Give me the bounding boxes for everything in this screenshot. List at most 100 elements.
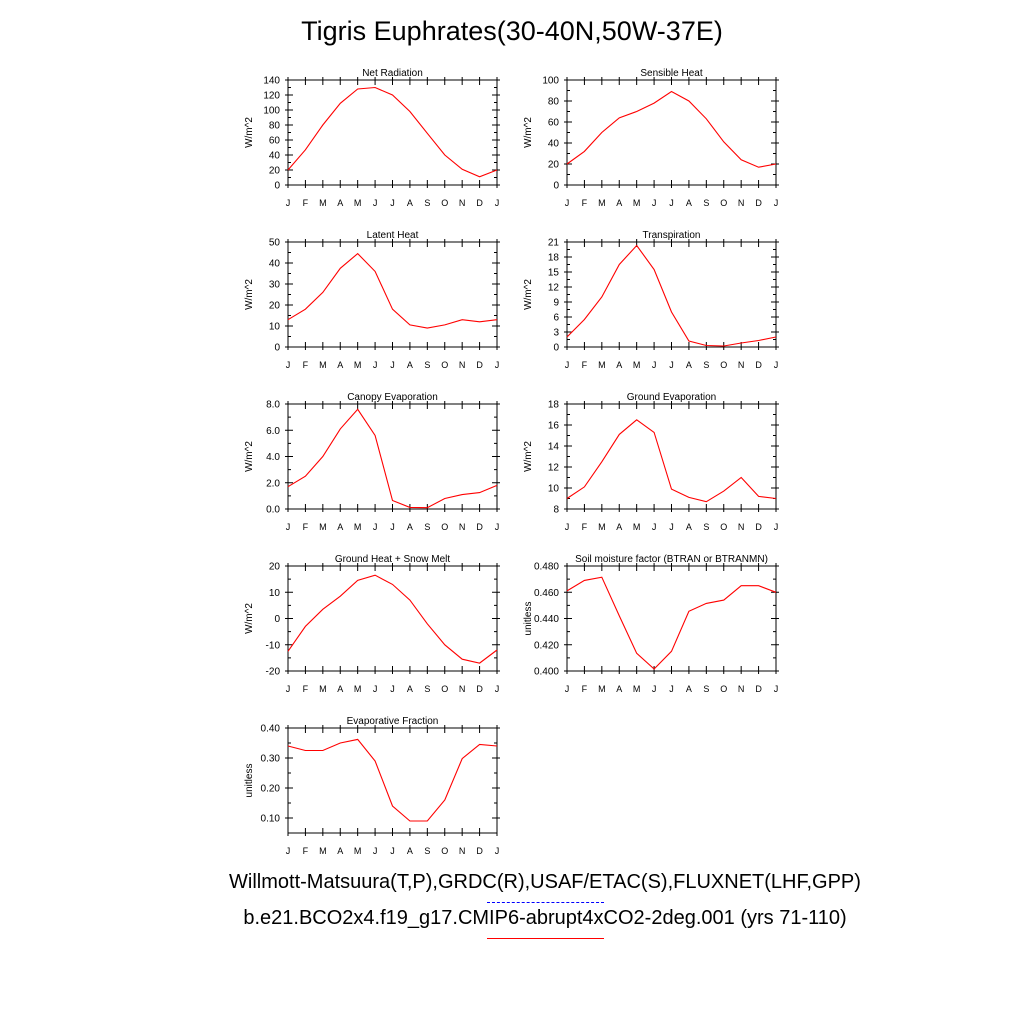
x-tick-label: J <box>390 522 395 532</box>
x-tick-label: A <box>407 846 413 856</box>
x-tick-label: M <box>598 522 606 532</box>
legend-model-swatch <box>487 938 604 939</box>
y-tick-label: 40 <box>269 151 281 162</box>
x-tick-label: J <box>495 846 500 856</box>
y-tick-label: 15 <box>548 268 560 279</box>
y-tick-label: 10 <box>548 484 560 495</box>
x-tick-label: A <box>407 522 413 532</box>
chart-title: Canopy Evaporation <box>347 392 438 403</box>
y-tick-label: 0.400 <box>534 667 559 678</box>
series-line <box>287 738 498 822</box>
y-tick-label: 0 <box>274 614 280 625</box>
x-tick-label: J <box>286 198 291 208</box>
y-tick-label: 0.10 <box>261 814 281 825</box>
y-tick-label: 0.420 <box>534 640 559 651</box>
series-line <box>287 252 498 329</box>
x-tick-label: S <box>424 522 430 532</box>
x-tick-label: N <box>459 198 466 208</box>
x-tick-label: J <box>652 684 657 694</box>
y-axis-label: W/m^2 <box>244 279 255 310</box>
x-tick-label: J <box>669 522 674 532</box>
y-axis-label: W/m^2 <box>244 603 255 634</box>
x-tick-label: M <box>598 684 606 694</box>
x-tick-label: S <box>703 360 709 370</box>
x-tick-label: D <box>476 846 483 856</box>
x-tick-label: M <box>319 360 327 370</box>
x-tick-label: J <box>652 360 657 370</box>
series-line <box>287 86 498 178</box>
x-tick-label: A <box>686 198 692 208</box>
y-tick-label: 0.480 <box>534 562 559 573</box>
y-tick-label: 14 <box>548 442 560 453</box>
chart-title: Transpiration <box>643 230 701 241</box>
x-tick-label: J <box>774 360 779 370</box>
legend-model-label: b.e21.BCO2x4.f19_g17.CMIP6-abrupt4xCO2-2… <box>243 907 847 929</box>
y-tick-label: 80 <box>269 121 281 132</box>
x-tick-label: D <box>476 684 483 694</box>
x-tick-label: N <box>459 360 466 370</box>
x-tick-label: S <box>424 684 430 694</box>
x-tick-label: D <box>476 198 483 208</box>
x-tick-label: A <box>337 522 343 532</box>
x-tick-label: J <box>669 198 674 208</box>
y-tick-label: 8 <box>553 505 559 516</box>
y-tick-label: 50 <box>269 238 281 249</box>
plot-frame <box>566 241 777 348</box>
figure-title: Tigris Euphrates(30-40N,50W-37E) <box>301 16 723 46</box>
x-tick-label: D <box>755 522 762 532</box>
x-tick-label: J <box>373 522 378 532</box>
y-tick-label: 20 <box>269 166 281 177</box>
x-tick-label: S <box>703 522 709 532</box>
x-tick-label: O <box>441 846 448 856</box>
series-line <box>566 576 777 670</box>
x-tick-label: M <box>319 522 327 532</box>
y-tick-label: 0.460 <box>534 588 559 599</box>
plot-frame <box>287 565 498 672</box>
x-tick-label: A <box>616 198 622 208</box>
series-line <box>566 244 777 347</box>
plot-frame <box>566 565 777 672</box>
series-line <box>287 574 498 664</box>
x-tick-label: S <box>703 684 709 694</box>
x-tick-label: M <box>319 846 327 856</box>
x-tick-label: N <box>459 684 466 694</box>
y-tick-label: 0.440 <box>534 614 559 625</box>
y-tick-label: 2.0 <box>266 478 280 489</box>
x-tick-label: O <box>441 684 448 694</box>
y-tick-label: 12 <box>548 463 560 474</box>
x-tick-label: M <box>598 360 606 370</box>
x-tick-label: S <box>424 198 430 208</box>
x-tick-label: A <box>616 684 622 694</box>
x-tick-label: M <box>633 360 641 370</box>
legend-observed-swatch <box>487 902 604 903</box>
x-tick-label: J <box>373 846 378 856</box>
y-tick-label: 140 <box>263 76 280 87</box>
x-tick-label: O <box>720 198 727 208</box>
y-tick-label: 120 <box>263 91 280 102</box>
y-tick-label: 0 <box>274 181 280 192</box>
x-tick-label: J <box>286 360 291 370</box>
x-tick-label: J <box>495 522 500 532</box>
x-tick-label: M <box>354 360 362 370</box>
y-axis-label: W/m^2 <box>523 441 534 472</box>
x-tick-label: D <box>755 360 762 370</box>
x-tick-label: F <box>303 522 309 532</box>
x-tick-label: F <box>582 360 588 370</box>
y-tick-label: 0.20 <box>261 784 281 795</box>
y-tick-label: 6.0 <box>266 426 280 437</box>
x-tick-label: J <box>390 684 395 694</box>
y-tick-label: 20 <box>269 301 281 312</box>
x-tick-label: J <box>774 522 779 532</box>
x-tick-label: N <box>738 360 745 370</box>
x-tick-label: A <box>407 684 413 694</box>
plot-frame <box>566 79 777 186</box>
x-tick-label: O <box>441 360 448 370</box>
y-tick-label: 0.30 <box>261 754 281 765</box>
x-tick-label: A <box>337 360 343 370</box>
x-tick-label: N <box>738 198 745 208</box>
chart-title: Evaporative Fraction <box>347 716 439 727</box>
x-tick-label: N <box>738 684 745 694</box>
